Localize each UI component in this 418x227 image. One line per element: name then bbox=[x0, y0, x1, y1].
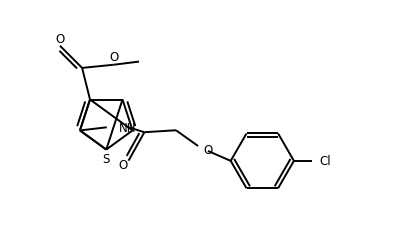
Text: NH: NH bbox=[119, 121, 136, 134]
Text: S: S bbox=[102, 152, 110, 165]
Text: O: O bbox=[55, 33, 65, 46]
Text: O: O bbox=[109, 51, 118, 64]
Text: O: O bbox=[118, 158, 127, 171]
Text: O: O bbox=[203, 143, 212, 156]
Text: Cl: Cl bbox=[320, 155, 331, 168]
